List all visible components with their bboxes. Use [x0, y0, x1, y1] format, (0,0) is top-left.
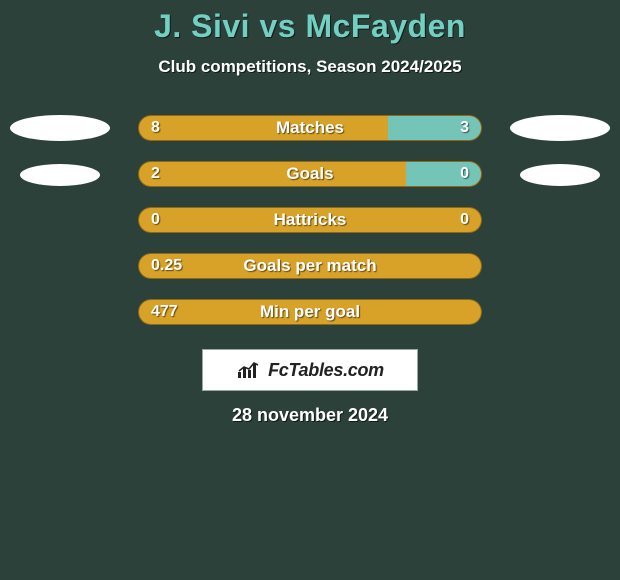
stat-bar: 477Min per goal — [138, 299, 482, 325]
stat-bar: 00Hattricks — [138, 207, 482, 233]
stat-rows: 83Matches 20Goals 00Hattricks 0.25Goals per… — [0, 115, 620, 325]
stat-label: Min per goal — [139, 300, 481, 324]
source-badge[interactable]: FcTables.com — [202, 349, 418, 391]
chart-icon — [236, 360, 262, 380]
stat-row: 00Hattricks — [0, 207, 620, 233]
date-label: 28 november 2024 — [0, 405, 620, 426]
subtitle: Club competitions, Season 2024/2025 — [0, 57, 620, 77]
player-avatar-left — [10, 115, 110, 141]
badge-text: FcTables.com — [268, 360, 384, 381]
player-avatar-right — [520, 164, 600, 186]
stat-label: Matches — [139, 116, 481, 140]
page-title: J. Sivi vs McFayden — [0, 8, 620, 45]
stat-bar: 83Matches — [138, 115, 482, 141]
player-avatar-right — [510, 115, 610, 141]
stat-label: Goals — [139, 162, 481, 186]
player-avatar-left — [20, 164, 100, 186]
stat-label: Hattricks — [139, 208, 481, 232]
stat-row: 20Goals — [0, 161, 620, 187]
stat-row: 477Min per goal — [0, 299, 620, 325]
stat-row: 83Matches — [0, 115, 620, 141]
stat-bar: 20Goals — [138, 161, 482, 187]
stat-bar: 0.25Goals per match — [138, 253, 482, 279]
comparison-widget: J. Sivi vs McFayden Club competitions, S… — [0, 0, 620, 426]
stat-label: Goals per match — [139, 254, 481, 278]
stat-row: 0.25Goals per match — [0, 253, 620, 279]
